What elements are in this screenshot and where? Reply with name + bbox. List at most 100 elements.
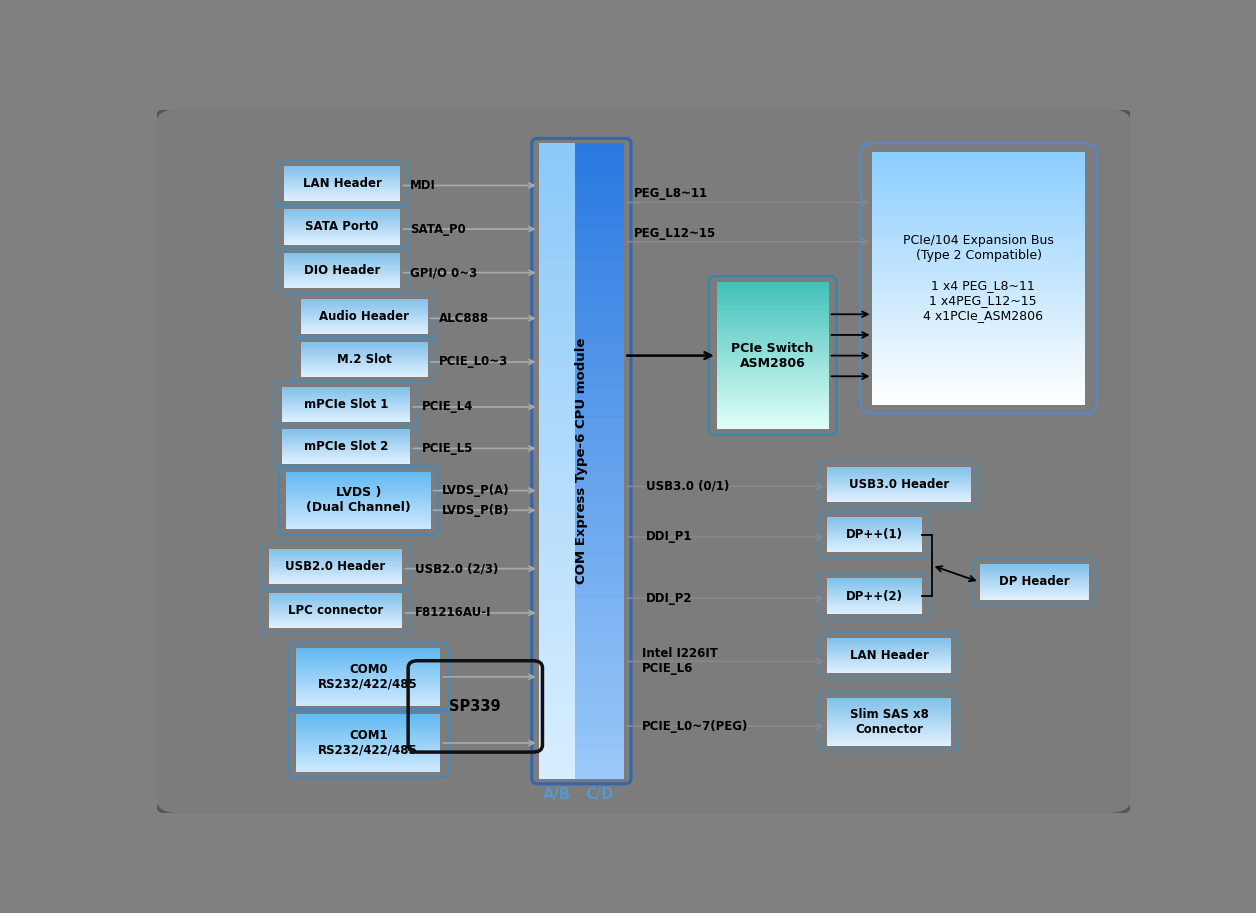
Bar [296,759,441,760]
Bar [539,440,574,450]
Bar [574,429,624,440]
Text: mPCIe Slot 1: mPCIe Slot 1 [304,398,388,412]
Text: PCIe Switch
ASM2806: PCIe Switch ASM2806 [731,341,814,370]
Bar [873,160,1085,164]
Bar [286,472,431,473]
Bar [286,525,431,527]
Bar [296,763,441,764]
Bar [296,693,441,694]
Bar [539,461,574,472]
Bar [296,766,441,767]
Bar [717,363,829,365]
Bar [296,690,441,691]
Bar [286,503,431,504]
Bar [539,673,574,684]
Bar [539,662,574,673]
Bar [286,476,431,477]
Bar [296,692,441,693]
Bar [296,722,441,723]
Bar [574,281,624,291]
Bar [539,631,574,641]
Bar [717,388,829,390]
Bar [296,651,441,652]
Bar [296,695,441,696]
Bar [296,699,441,700]
Bar [717,287,829,289]
Bar [574,493,624,503]
Text: MDI: MDI [411,179,436,192]
Bar [574,313,624,323]
Text: PCIE_L4: PCIE_L4 [422,401,474,414]
Bar [717,397,829,400]
Bar [873,211,1085,215]
Bar [296,717,441,718]
Bar [873,194,1085,198]
Bar [717,294,829,297]
Bar [296,670,441,671]
Bar [296,729,441,730]
Bar [873,177,1085,182]
Bar [539,281,574,291]
Bar [873,164,1085,169]
Bar [717,390,829,393]
Bar [539,450,574,461]
Bar [296,723,441,724]
Bar [296,656,441,657]
Bar [574,726,624,737]
Bar [296,755,441,757]
Bar [873,278,1085,282]
Bar [574,673,624,684]
Bar [539,408,574,419]
Bar [286,504,431,505]
Bar [296,750,441,751]
Bar [539,302,574,313]
Bar [717,284,829,287]
Bar [286,523,431,524]
Bar [539,196,574,207]
Bar [717,301,829,304]
Bar [296,666,441,667]
Text: M.2 Slot: M.2 Slot [337,353,392,366]
Bar [296,751,441,752]
Bar [296,718,441,719]
Bar [574,578,624,588]
Bar [873,261,1085,266]
Bar [574,366,624,376]
Bar [286,500,431,501]
Bar [539,715,574,726]
Bar [717,378,829,380]
Bar [296,762,441,763]
Bar [539,313,574,323]
Bar [574,376,624,387]
Bar [286,510,431,511]
Bar [539,472,574,482]
Bar [574,228,624,238]
Bar [296,655,441,656]
Bar [296,682,441,683]
Text: DP++(2): DP++(2) [845,590,903,603]
Bar [574,620,624,631]
Bar [574,768,624,779]
Bar [539,758,574,768]
Bar [873,152,1085,156]
Bar [717,385,829,388]
Bar [286,496,431,497]
Bar [539,175,574,185]
Bar [296,742,441,743]
Bar [873,350,1085,354]
Bar [574,705,624,715]
Bar [717,420,829,422]
Bar [286,488,431,490]
Bar [296,688,441,689]
Bar [717,348,829,351]
Bar [296,741,441,742]
Bar [574,185,624,196]
Bar [574,482,624,493]
Bar [873,367,1085,371]
Bar [873,236,1085,240]
Bar [296,724,441,725]
Bar [286,485,431,486]
Text: PCIE_L0~3: PCIE_L0~3 [440,355,509,369]
Bar [296,736,441,737]
Text: COM Express Type-6 CPU module: COM Express Type-6 CPU module [575,338,588,584]
